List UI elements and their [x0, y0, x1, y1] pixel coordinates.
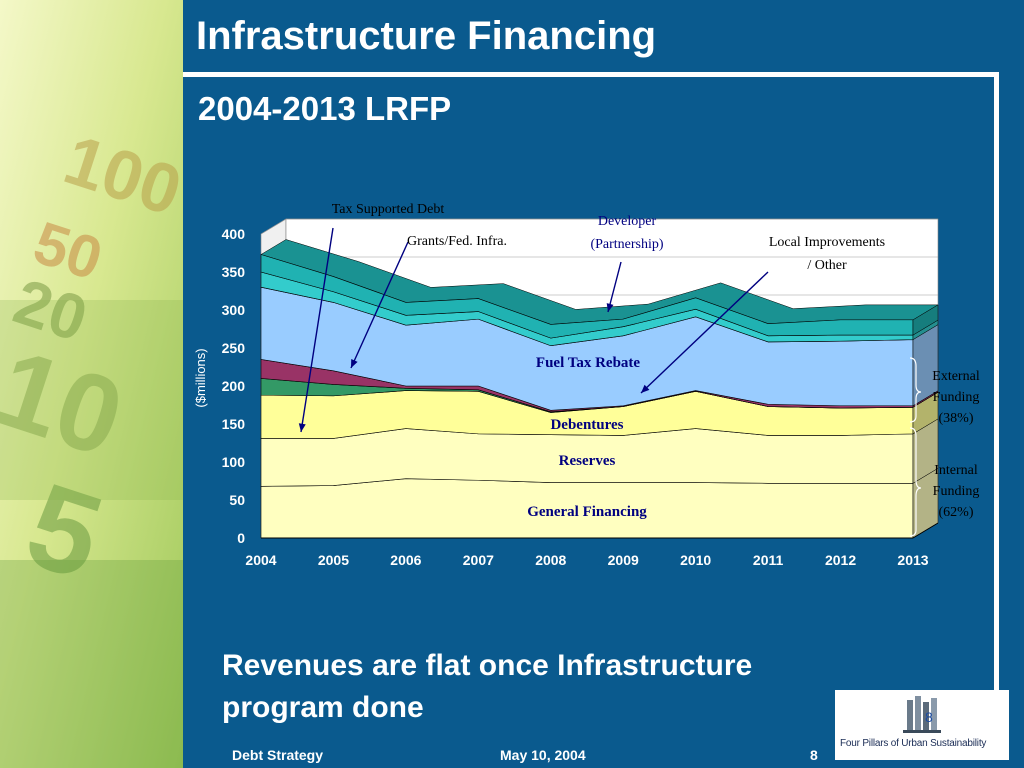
y-tick-label: 50: [229, 492, 245, 508]
footer-bar: Debt Strategy May 10, 2004 8: [183, 740, 1024, 768]
annotation-arrow-3: [640, 271, 769, 394]
label-local_1: Local Improvements: [769, 235, 885, 250]
x-tick-label: 2009: [608, 552, 639, 568]
label-fuel_tax: Fuel Tax Rebate: [536, 355, 641, 371]
label-internal_3: (62%): [939, 505, 974, 520]
label-debentures: Debentures: [550, 417, 623, 433]
y-axis-label: ($millions): [193, 348, 208, 407]
slide-title: Infrastructure Financing: [196, 14, 657, 58]
gridline-depth: [260, 218, 287, 235]
area-side-7: [912, 304, 939, 336]
y-tick-label: 350: [222, 264, 246, 280]
y-tick-label: 400: [222, 226, 246, 242]
label-internal_1: Internal: [934, 463, 978, 478]
label-external_1: External: [932, 369, 980, 384]
annotation-arrowhead-1: [351, 359, 358, 368]
label-grants: Grants/Fed. Infra.: [407, 234, 507, 249]
content-frame: [183, 72, 999, 740]
x-tick-label: 2013: [897, 552, 928, 568]
y-tick-label: 200: [222, 378, 246, 394]
x-tick-label: 2005: [318, 552, 349, 568]
annotation-arrow-2: [607, 261, 622, 313]
key-message: Revenues are flat once Infrastructure pr…: [222, 649, 753, 724]
internal-funding-brace: [909, 427, 922, 537]
annotation-arrowhead-3: [641, 384, 650, 393]
slide-number-marker: 8: [925, 709, 933, 725]
footer-left: Debt Strategy: [232, 747, 324, 763]
annotation-arrow-0: [300, 227, 334, 433]
y-tick-label: 100: [222, 454, 246, 470]
y-tick-label: 150: [222, 416, 246, 432]
footer-date: May 10, 2004: [500, 747, 586, 763]
label-external_2: Funding: [933, 390, 980, 405]
stacked-area-chart: 0 50 100 150 200 250 300 350 400 ($millions) 2004…: [193, 202, 980, 568]
logo-text: Four Pillars of Urban Sustainability: [840, 738, 987, 749]
annotation-arrow-1: [350, 241, 409, 369]
label-developer_1: Developer: [598, 214, 657, 229]
label-tax_debt: Tax Supported Debt: [332, 202, 445, 217]
x-tick-label: 2008: [535, 552, 566, 568]
x-axis-depth: [912, 522, 939, 539]
y-tick-label: 250: [222, 340, 246, 356]
label-developer_2: (Partnership): [590, 237, 663, 252]
annotation-arrowhead-0: [298, 423, 306, 432]
y-tick-label: 0: [237, 530, 245, 546]
x-tick-label: 2004: [245, 552, 276, 568]
label-local_2: / Other: [807, 258, 847, 273]
x-tick-label: 2012: [825, 552, 856, 568]
y-tick-label: 300: [222, 302, 246, 318]
page-number: 8: [810, 747, 818, 763]
label-reserves: Reserves: [559, 453, 616, 469]
x-tick-label: 2010: [680, 552, 711, 568]
x-tick-label: 2011: [753, 552, 784, 568]
slide-subtitle: 2004-2013 LRFP: [198, 90, 452, 127]
building-pillars-logo-icon: 8: [903, 696, 941, 733]
x-tick-label: 2007: [463, 552, 494, 568]
external-funding-brace: [909, 357, 922, 423]
label-external_3: (38%): [939, 411, 974, 426]
annotation-arrowhead-2: [606, 303, 614, 312]
banknotes-decoration: 100 50 20 10 5: [0, 0, 183, 768]
x-tick-label: 2006: [390, 552, 421, 568]
four-pillars-logo: 8 Four Pillars of Urban Sustainability: [835, 690, 1009, 760]
label-general: General Financing: [527, 504, 647, 520]
label-internal_2: Funding: [933, 484, 980, 499]
